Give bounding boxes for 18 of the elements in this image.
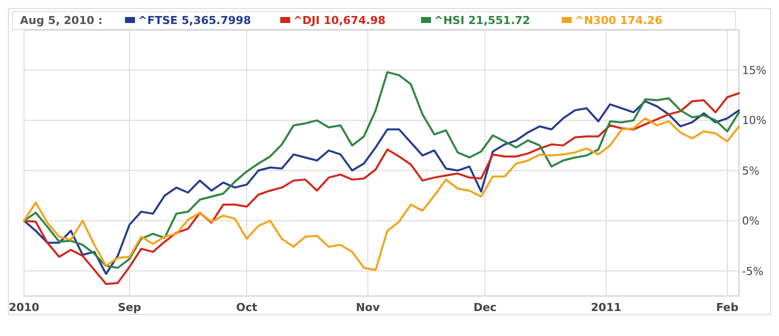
y-tick-label: -5% [742,264,764,278]
y-tick-label: 5% [742,164,760,178]
x-tick-label: Dec [473,301,497,314]
y-tick-label: 10% [742,114,766,128]
legend-label: ^HSI 21,551.72 [434,14,530,27]
x-tick-label: Nov [356,301,381,314]
y-tick-label: 15% [742,64,766,77]
y-tick-label: 0% [742,214,760,228]
line-series [23,71,740,269]
x-tick-label: Oct [236,301,258,314]
legend-label: ^N300 174.26 [574,14,663,27]
x-tick-label: 2010 [8,301,40,314]
x-tick-label: 2011 [590,301,622,314]
legend-label: ^FTSE 5,365.7998 [138,14,252,27]
x-tick-label: Sep [118,301,142,314]
legend-label: ^DJI 10,674.98 [293,14,386,27]
x-tick-label: Feb [716,301,739,314]
legend-title: Aug 5, 2010 : [20,14,103,27]
